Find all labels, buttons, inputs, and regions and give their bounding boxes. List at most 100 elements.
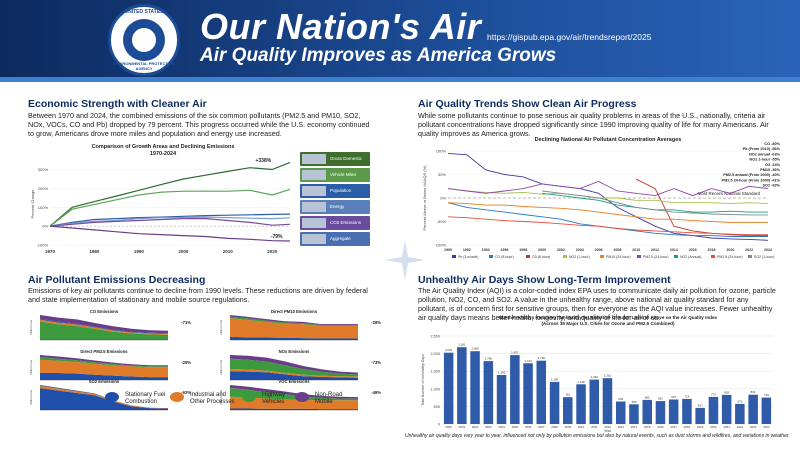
x-tick-label: 2005 [512, 425, 519, 429]
legend-photo [302, 154, 326, 164]
legend-swatch [637, 255, 641, 258]
legend-label: Vehicle Miles Traveled [330, 172, 357, 177]
standard-label: Most Recent National Standard [697, 191, 760, 196]
legend-swatch [170, 392, 184, 402]
series-line [49, 225, 291, 242]
y-axis-label: million tons [219, 320, 223, 336]
y-tick-label: 0% [42, 224, 48, 229]
emissions-chart-title: VOC Emissions [278, 379, 310, 384]
bar [563, 397, 573, 424]
unhealthy-section-body: The Air Quality Index (AQI) is a color-c… [418, 286, 776, 322]
bar-value-label: 1,128 [577, 380, 585, 384]
bar [470, 351, 480, 424]
x-tick-label: 2003 [485, 425, 492, 429]
y-tick-label: 100% [38, 205, 49, 210]
series-line [447, 202, 768, 223]
flower-icon [132, 28, 156, 52]
bar-value-label: 831 [751, 390, 756, 394]
sparkle-icon [385, 240, 425, 280]
bar-value-label: 714 [684, 394, 689, 398]
series-line [447, 188, 769, 205]
series-line [542, 190, 768, 216]
x-tick-label: 2008 [551, 425, 558, 429]
y-tick-label: 200% [38, 186, 49, 191]
y-tick-label: 50% [438, 172, 446, 177]
x-tick-label: 2024 [764, 248, 772, 252]
legend-label: Energy Consumption [330, 204, 345, 209]
area-band [40, 321, 168, 340]
y-tick-label: -50% [437, 219, 447, 224]
report-url-link[interactable]: https://gispub.epa.gov/air/trendsreport/… [487, 32, 652, 42]
y-tick-label: 1,500 [430, 370, 440, 374]
area-band [230, 358, 358, 377]
legend-photo [302, 202, 326, 212]
change-legend-entry: PM2.5 annual (From 2000) -40% [723, 173, 780, 177]
x-tick-label: 2010 [223, 249, 234, 254]
epa-seal-icon: UNITED STATES ENVIRONMENTAL PROTECTION A… [108, 4, 180, 76]
growth-emissions-chart: Comparison of Growth Areas and Declining… [30, 144, 291, 254]
x-tick-label: 1994 [482, 248, 490, 252]
x-tick-label: 2021 [723, 425, 730, 429]
x-tick-label: 2001 [459, 425, 466, 429]
aqi-chart-subtitle: (Across 35 Major U.S. Cities for Ozone a… [542, 321, 675, 326]
change-legend-entry: CO -80% [764, 142, 780, 146]
x-tick-label: 2019 [697, 425, 704, 429]
x-tick-label: 2015 [644, 425, 651, 429]
bar-value-label: 2,068 [471, 347, 479, 351]
bar-value-label: 457 [698, 403, 703, 407]
legend-entry: NO2 (1-hour) [569, 255, 590, 259]
economic-section-title: Economic Strength with Cleaner Air [28, 98, 207, 110]
emissions-area-chart: Direct PM10 Emissions -28% million tons [219, 309, 381, 341]
bar-value-label: 1,301 [604, 374, 612, 378]
x-axis-label: Year [604, 429, 612, 432]
bar [576, 384, 586, 424]
x-tick-label: 2002 [472, 425, 479, 429]
legend-label: CO2 Emissions [330, 220, 362, 225]
bar [536, 360, 546, 424]
legend-swatch [489, 255, 493, 258]
y-tick-label: 2,000 [430, 352, 440, 356]
change-legend-entry: SO2 -93% [762, 184, 780, 188]
x-tick-label: 2014 [670, 248, 678, 252]
legend-swatch [674, 255, 678, 258]
legend-swatch [242, 392, 256, 402]
x-tick-label: 1990 [134, 249, 145, 254]
emissions-chart-title: SO2 Emissions [89, 379, 120, 384]
y-axis-label: Percent Above or Below NAAQS (%) [422, 165, 427, 231]
bar-value-label: 559 [632, 400, 637, 404]
series-line [447, 216, 768, 236]
emissions-change-label: -49% [371, 390, 381, 395]
series-line [49, 216, 291, 227]
bar [483, 361, 494, 424]
seal-top-text: UNITED STATES [124, 9, 164, 15]
legend-tile: CO2 Emissions [300, 216, 370, 230]
bar-value-label: 1,957 [511, 351, 519, 355]
y-tick-label: 0 [438, 423, 440, 427]
area-band [40, 372, 168, 380]
bar-value-label: 2,181 [458, 343, 466, 347]
bar [457, 347, 467, 424]
area-band [230, 318, 358, 339]
x-tick-label: 2000 [178, 249, 189, 254]
series-line [49, 213, 291, 227]
bar [642, 399, 652, 424]
x-tick-label: 1998 [519, 248, 527, 252]
bar [443, 352, 454, 424]
change-legend-entry: O3 -24% [765, 163, 781, 167]
seal-inner [123, 19, 165, 61]
legend-swatch [105, 392, 119, 402]
y-tick-label: -100% [434, 243, 446, 248]
area-band [230, 371, 358, 380]
y-axis-label: Total Number of Unhealthy Days [421, 354, 425, 406]
x-tick-label: 2004 [498, 425, 505, 429]
legend-tile: Aggregate Emissions (Six Common Pollutan… [300, 232, 370, 246]
x-tick-label: 2018 [684, 425, 691, 429]
bar-value-label: 1,799 [538, 356, 546, 360]
x-tick-label: 2022 [737, 425, 744, 429]
y-axis-label: million tons [29, 390, 33, 406]
legend-label: Aggregate Emissions (Six Common Pollutan… [330, 236, 351, 241]
legend-tile: Vehicle Miles Traveled [300, 168, 370, 182]
y-tick-label: 100% [436, 149, 447, 154]
bar-value-label: 651 [658, 397, 663, 401]
bar [510, 355, 520, 424]
